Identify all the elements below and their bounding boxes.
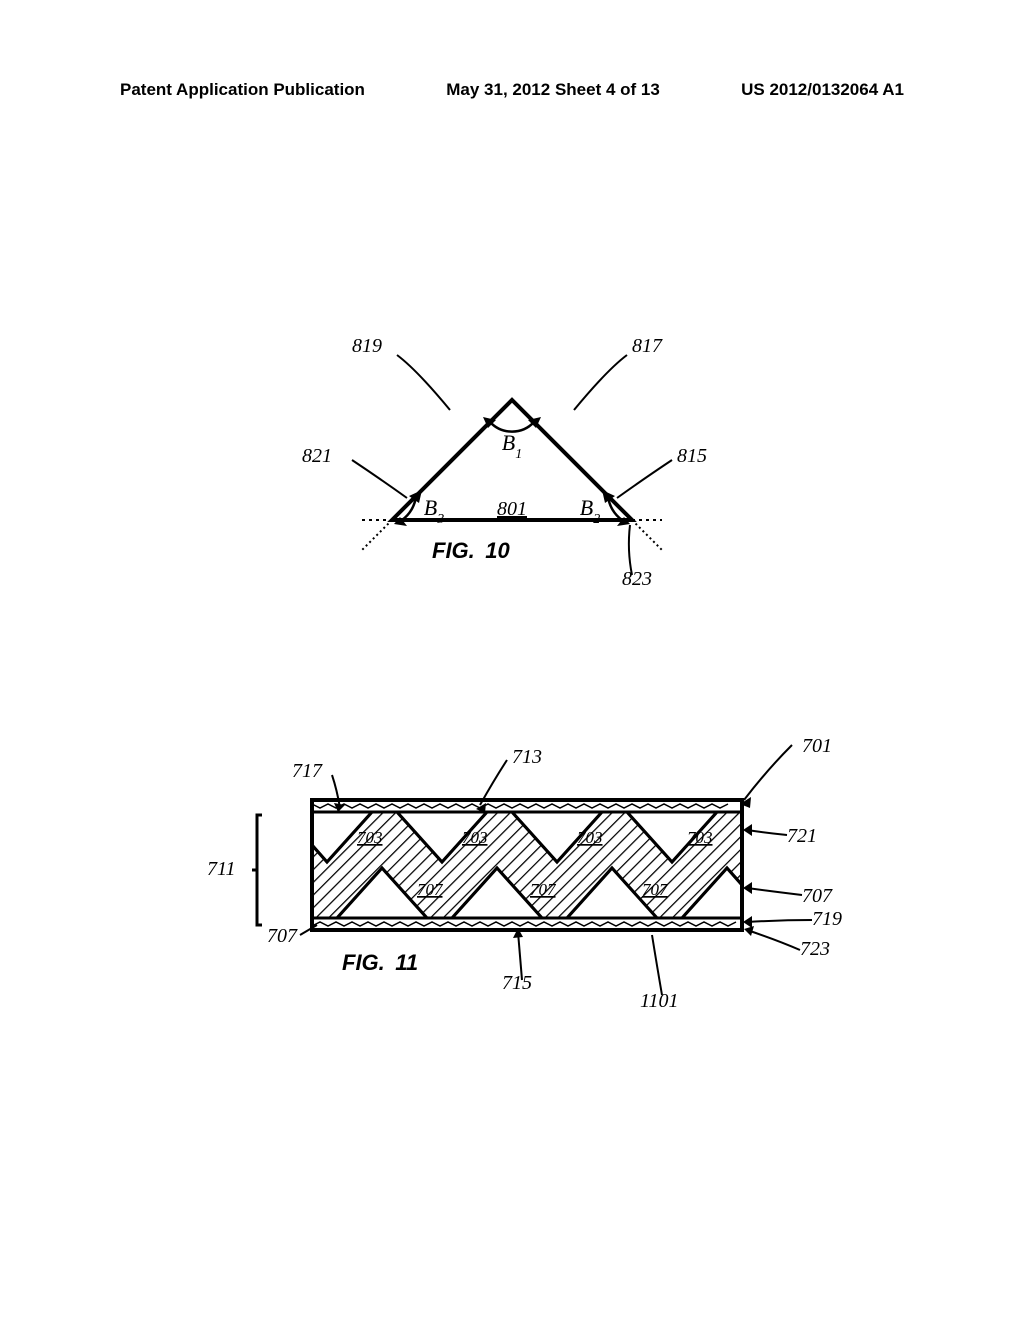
fig11-ref-713: 713: [512, 746, 542, 769]
fig11-cell-703-3: 703: [687, 828, 713, 847]
page-header: Patent Application Publication May 31, 2…: [0, 80, 1024, 100]
fig11-label: FIG.: [342, 950, 385, 975]
fig11-ref-711: 711: [207, 858, 236, 881]
fig10-ref-823: 823: [622, 568, 652, 591]
fig10-caption: FIG. 10: [432, 538, 510, 564]
fig10-ref-821: 821: [302, 445, 332, 468]
fig10-center-label: 801: [497, 498, 527, 520]
fig11-cell-707-0: 707: [417, 880, 444, 899]
fig10-ref-819: 819: [352, 335, 382, 358]
fig11-cell-707-1: 707: [530, 880, 557, 899]
fig11-cell-703-2: 703: [577, 828, 603, 847]
fig11-ref-701: 701: [802, 735, 832, 758]
fig10-label: FIG.: [432, 538, 475, 563]
fig11-ref-707l: 707: [267, 925, 297, 948]
header-left: Patent Application Publication: [120, 80, 365, 100]
fig10-ref-815: 815: [677, 445, 707, 468]
fig10-ref-817: 817: [632, 335, 662, 358]
fig10-svg: B1 B2 B3 801: [312, 340, 712, 600]
header-center: May 31, 2012 Sheet 4 of 13: [446, 80, 660, 100]
fig11-ref-723: 723: [800, 938, 830, 961]
fig10-number: 10: [485, 538, 509, 563]
header-right: US 2012/0132064 A1: [741, 80, 904, 100]
fig11-cell-707-2: 707: [642, 880, 669, 899]
fig11-cell-703-1: 703: [462, 828, 488, 847]
figure-11: 703 703 703 703 707 707 707 701 713 717 …: [162, 740, 862, 1020]
fig11-cell-703-0: 703: [357, 828, 383, 847]
figure-10: B1 B2 B3 801 819 817 821 815 823 FIG. 10: [312, 340, 712, 600]
fig11-ref-715: 715: [502, 972, 532, 995]
fig11-caption: FIG. 11: [342, 950, 418, 976]
fig11-ref-721: 721: [787, 825, 817, 848]
fig10-b1: B1: [502, 430, 522, 462]
fig11-number: 11: [395, 950, 418, 975]
fig11-ref-707r: 707: [802, 885, 832, 908]
fig11-ref-719: 719: [812, 908, 842, 931]
fig11-ref-1101: 1101: [640, 990, 679, 1013]
fig11-ref-717: 717: [292, 760, 322, 783]
